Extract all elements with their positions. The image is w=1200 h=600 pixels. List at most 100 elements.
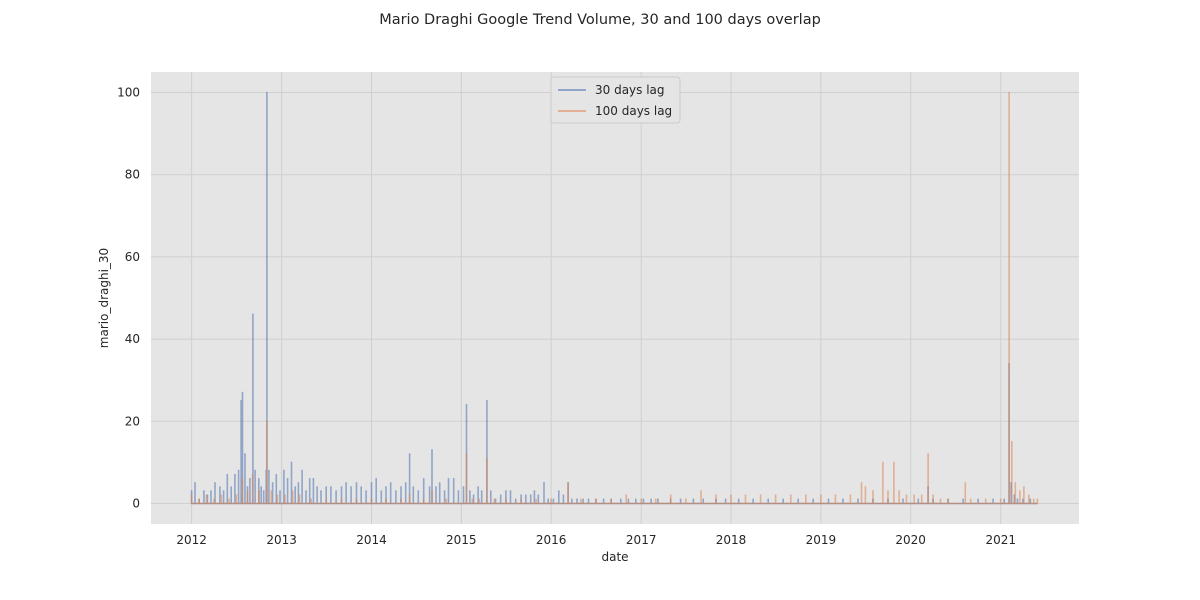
y-tick-label: 60 bbox=[125, 250, 140, 264]
data-point bbox=[465, 404, 468, 406]
data-point bbox=[715, 494, 717, 497]
data-point bbox=[350, 486, 352, 488]
data-point bbox=[805, 494, 807, 497]
data-point bbox=[320, 490, 322, 492]
data-point bbox=[635, 498, 637, 501]
data-point bbox=[447, 478, 450, 480]
data-point bbox=[268, 469, 270, 472]
data-point bbox=[499, 494, 502, 497]
data-point bbox=[939, 498, 942, 501]
data-point bbox=[203, 490, 205, 492]
data-point bbox=[480, 490, 483, 492]
y-tick-label: 80 bbox=[125, 168, 140, 182]
data-point bbox=[977, 498, 979, 501]
data-point bbox=[730, 494, 732, 497]
data-point bbox=[325, 498, 328, 501]
data-point bbox=[1003, 498, 1005, 501]
series-100-days-lag bbox=[190, 91, 1039, 505]
data-point bbox=[685, 498, 687, 501]
data-point bbox=[842, 498, 844, 501]
data-point bbox=[514, 498, 517, 501]
data-point bbox=[325, 486, 328, 488]
data-point bbox=[898, 490, 900, 492]
data-point bbox=[443, 490, 446, 492]
data-point bbox=[947, 498, 949, 501]
data-point bbox=[872, 490, 874, 492]
data-point bbox=[472, 494, 475, 497]
y-tick-label: 100 bbox=[117, 86, 140, 100]
data-point bbox=[286, 478, 289, 480]
data-point bbox=[797, 498, 799, 501]
data-point bbox=[509, 490, 512, 492]
data-point bbox=[251, 473, 254, 476]
data-point bbox=[395, 490, 397, 492]
x-axis-label: date bbox=[601, 550, 628, 564]
data-point bbox=[700, 490, 702, 492]
data-point bbox=[234, 473, 236, 476]
data-point bbox=[525, 494, 527, 497]
data-point bbox=[984, 498, 987, 501]
data-point bbox=[834, 494, 837, 497]
data-point bbox=[679, 498, 682, 501]
data-point bbox=[422, 498, 425, 501]
data-point bbox=[864, 486, 867, 488]
data-point bbox=[408, 453, 411, 455]
data-point bbox=[370, 498, 373, 501]
data-point bbox=[520, 494, 522, 497]
data-point bbox=[355, 498, 358, 501]
data-point bbox=[244, 453, 246, 455]
legend-label-30-days: 30 days lag bbox=[595, 83, 665, 97]
x-tick-label: 2019 bbox=[806, 533, 837, 547]
data-point bbox=[562, 494, 565, 497]
data-point bbox=[260, 486, 263, 488]
data-point bbox=[782, 498, 784, 501]
data-point bbox=[276, 494, 279, 497]
data-point bbox=[404, 482, 407, 484]
data-point bbox=[490, 490, 492, 492]
data-point bbox=[380, 490, 383, 492]
data-point bbox=[640, 498, 642, 501]
data-point bbox=[537, 494, 540, 497]
data-point bbox=[370, 482, 373, 484]
data-point bbox=[246, 486, 249, 488]
data-point bbox=[462, 486, 465, 488]
data-point bbox=[400, 486, 402, 488]
data-point bbox=[335, 490, 337, 492]
data-point bbox=[494, 498, 497, 501]
data-point bbox=[478, 498, 481, 501]
y-tick-label: 40 bbox=[125, 332, 140, 346]
data-point bbox=[279, 490, 281, 492]
data-point bbox=[627, 498, 630, 501]
x-tick-label: 2013 bbox=[266, 533, 297, 547]
data-point bbox=[744, 494, 747, 497]
data-point bbox=[190, 494, 193, 497]
data-point bbox=[262, 490, 265, 492]
data-point bbox=[820, 494, 822, 497]
data-point bbox=[355, 482, 358, 484]
chart-title: Mario Draghi Google Trend Volume, 30 and… bbox=[379, 12, 821, 28]
data-point bbox=[241, 478, 244, 480]
data-point bbox=[431, 449, 433, 451]
data-point bbox=[471, 498, 474, 501]
data-point bbox=[435, 486, 437, 488]
y-tick-label: 0 bbox=[132, 496, 140, 510]
data-point bbox=[654, 498, 657, 501]
data-point bbox=[340, 486, 343, 488]
data-point bbox=[345, 482, 347, 484]
data-point bbox=[737, 498, 740, 501]
data-point bbox=[849, 494, 852, 497]
legend-label-100-days: 100 days lag bbox=[595, 104, 672, 118]
y-tick-label: 20 bbox=[125, 414, 140, 428]
data-point bbox=[249, 478, 251, 480]
data-point bbox=[310, 498, 313, 501]
data-point bbox=[533, 490, 536, 492]
data-point bbox=[254, 469, 256, 472]
data-point bbox=[610, 498, 612, 501]
data-point bbox=[595, 498, 597, 501]
data-point bbox=[198, 498, 200, 501]
data-point bbox=[452, 478, 455, 480]
data-point bbox=[587, 498, 590, 501]
data-point bbox=[520, 498, 522, 501]
data-point bbox=[275, 473, 278, 476]
data-point bbox=[241, 391, 244, 394]
